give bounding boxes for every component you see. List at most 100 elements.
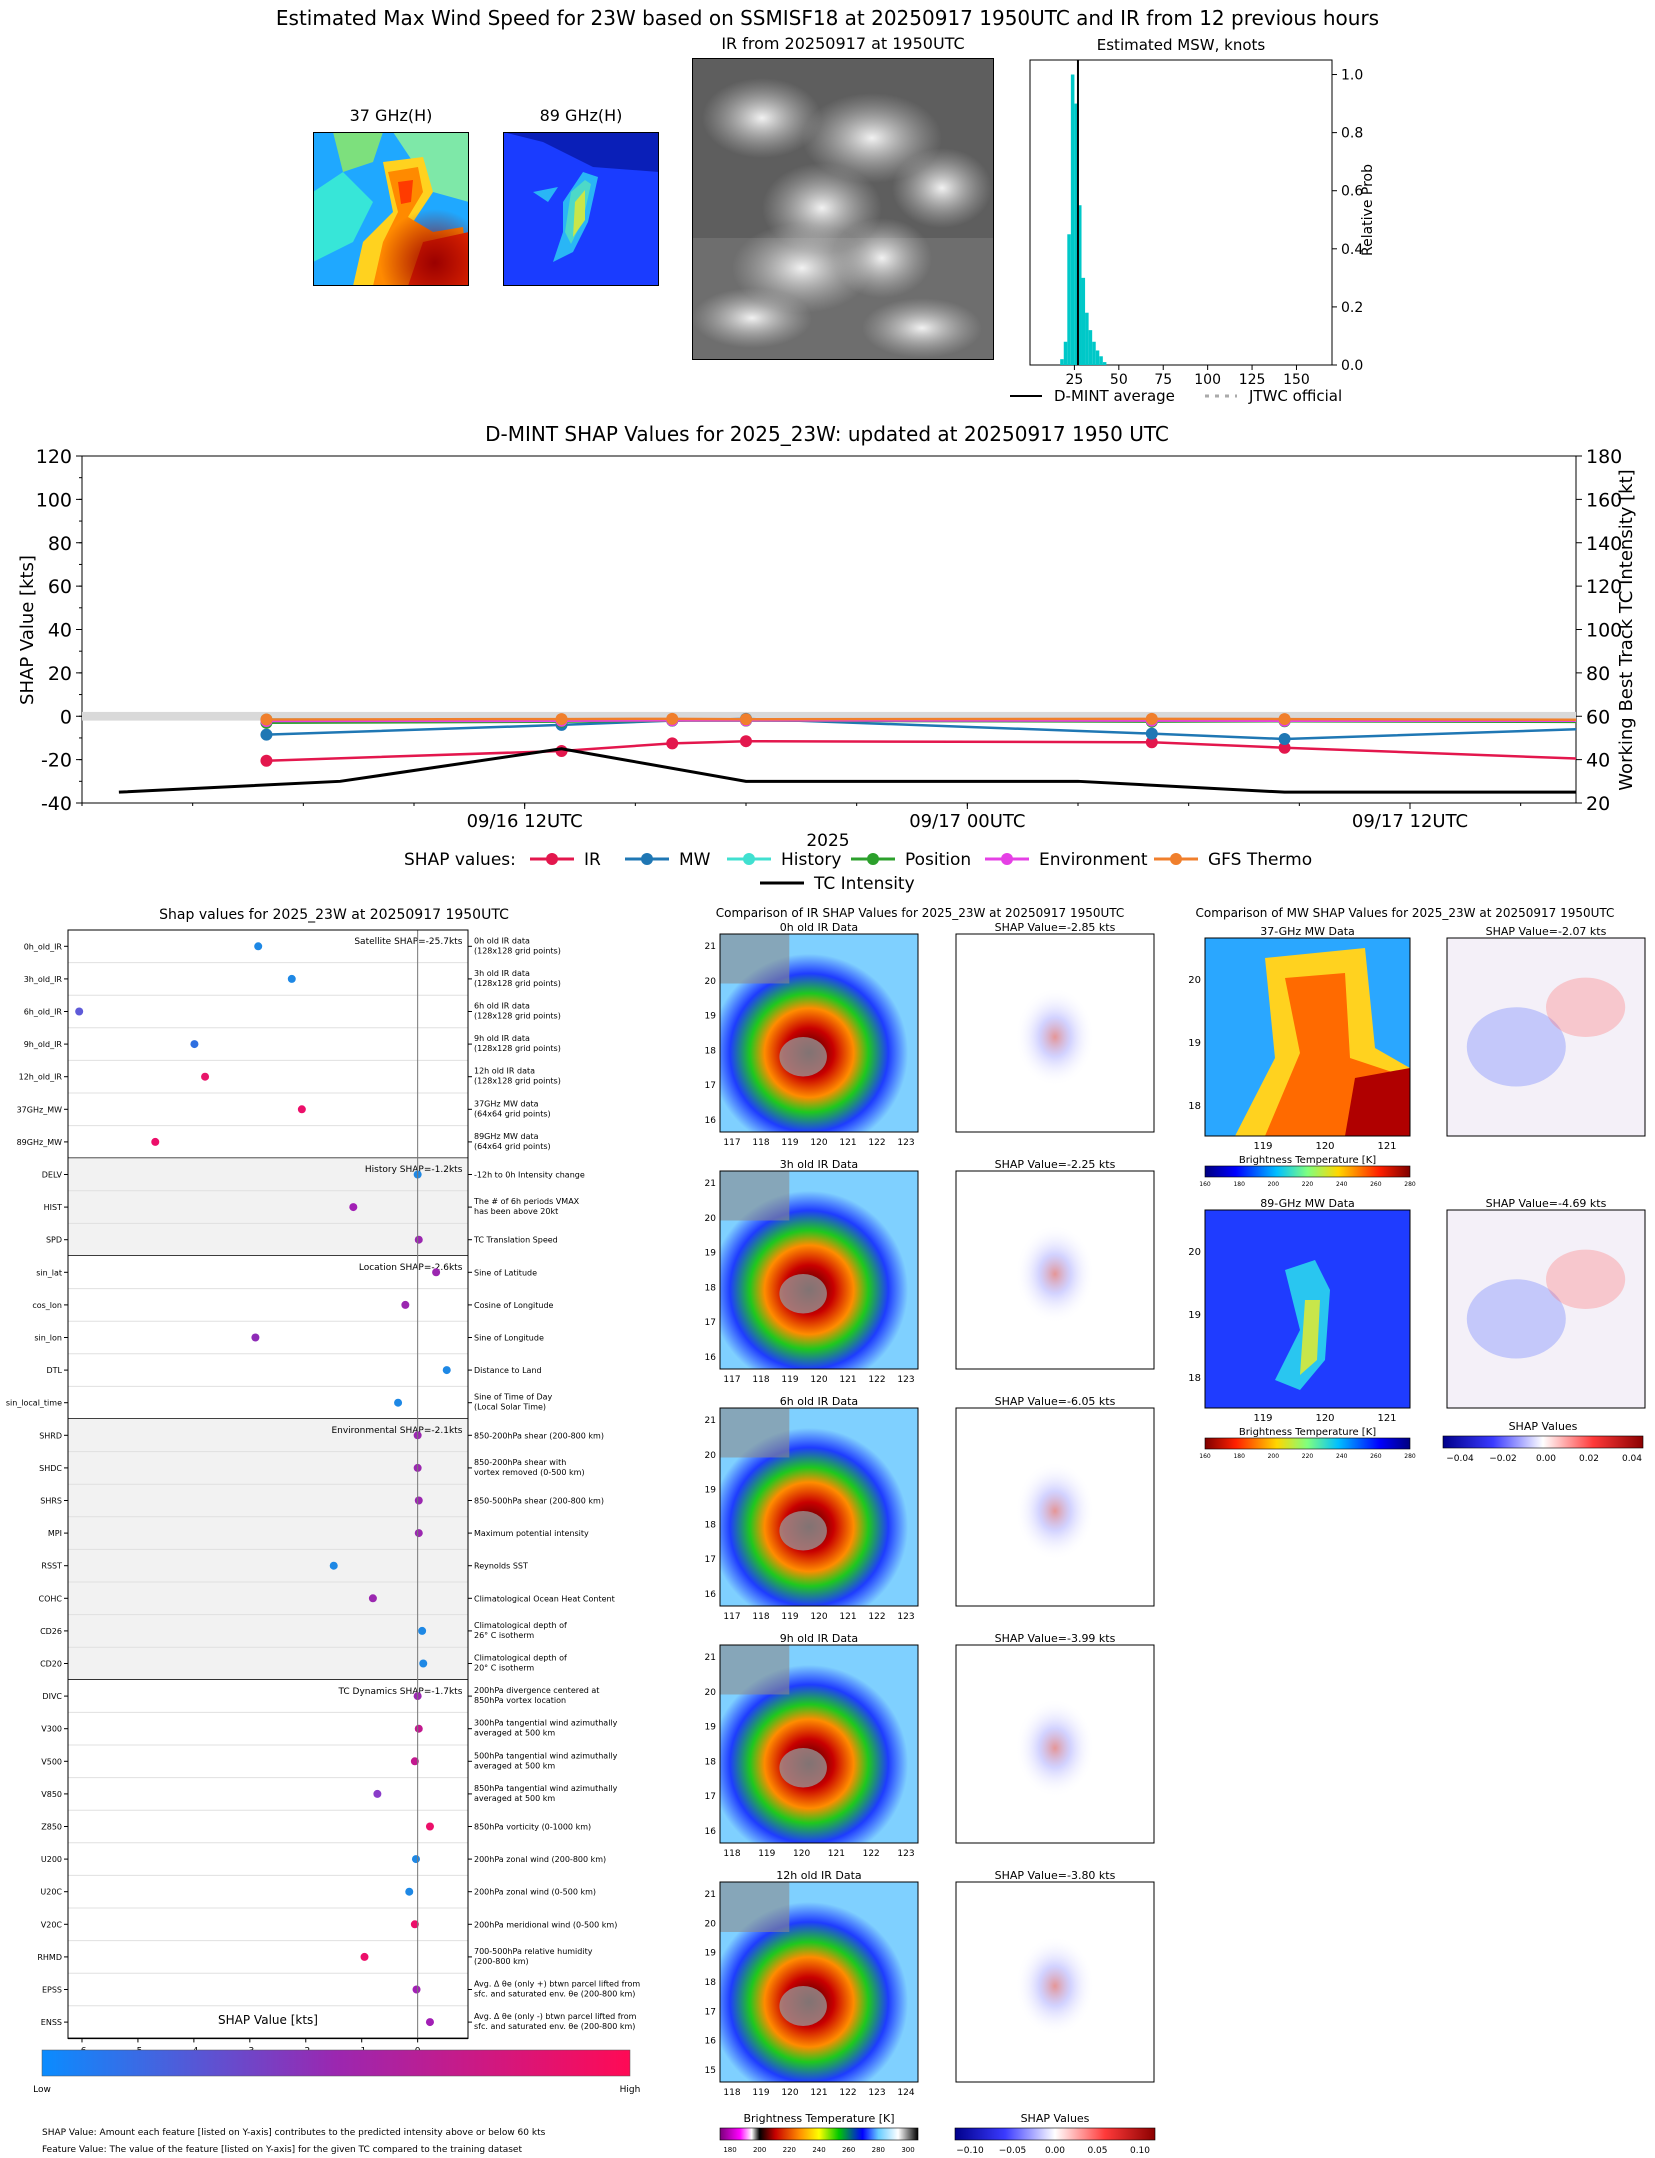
hist-ytick-label: 0.0 bbox=[1341, 358, 1363, 374]
microwave-89ghz-image bbox=[503, 132, 659, 286]
ir-panel-cold-core bbox=[779, 1510, 827, 1551]
mw-bt-cbar-label: Brightness Temperature [K] bbox=[1239, 1427, 1376, 1438]
feat-desc-label: sfc. and saturated env. θe (200-800 km) bbox=[474, 2022, 635, 2031]
feat-desc-label: Avg. Δ θe (only -) btwn parcel lifted fr… bbox=[474, 2012, 637, 2021]
feat-desc-label: Sine of Latitude bbox=[474, 1268, 537, 1277]
legend-dmint-label: D-MINT average bbox=[1054, 387, 1175, 405]
ts-zero-band bbox=[82, 711, 1576, 721]
feat-desc-label: 200hPa zonal wind (0-500 km) bbox=[474, 1888, 596, 1897]
mw-panel-hottest-area bbox=[1345, 1068, 1410, 1136]
feat-desc-label: -12h to 0h Intensity change bbox=[474, 1171, 585, 1180]
ir-panel-ytick: 20 bbox=[705, 1451, 717, 1461]
ts-ytick-label: 100 bbox=[36, 489, 72, 511]
feat-desc-label: Distance to Land bbox=[474, 1366, 542, 1375]
ts-legend-label: IR bbox=[584, 850, 601, 870]
ir-panel-xtick: 122 bbox=[868, 1138, 885, 1148]
feat-name-label: 12h_old_IR bbox=[19, 1073, 63, 1082]
colorbar-low-label: Low bbox=[33, 2085, 51, 2095]
ir-panel-xtick: 118 bbox=[723, 2088, 740, 2098]
ir-panel-xtick: 119 bbox=[781, 1138, 798, 1148]
feat-desc-label: (200-800 km) bbox=[474, 1957, 529, 1966]
mw-panel-ytick: 20 bbox=[1188, 975, 1201, 986]
feat-name-label: cos_lon bbox=[32, 1301, 62, 1310]
ts-ytick-label: 80 bbox=[48, 533, 72, 555]
ir-panel-frame bbox=[719, 1407, 919, 1607]
ir-panel-clear-area bbox=[720, 1882, 790, 1932]
ts-series-point bbox=[1145, 736, 1158, 749]
ts-plot-area bbox=[81, 455, 1577, 804]
ts-legend-label: GFS Thermo bbox=[1208, 850, 1312, 870]
ir-panel-xtick: 120 bbox=[810, 1375, 827, 1385]
feat-name-label: SHDC bbox=[39, 1464, 62, 1473]
ir-bt-colorbar-label: Brightness Temperature [K] bbox=[743, 2112, 894, 2125]
ir-panel-ytick: 18 bbox=[705, 1978, 717, 1988]
ts-ytick-label: 20 bbox=[48, 663, 72, 685]
ts-legend-title: SHAP values: bbox=[404, 850, 516, 870]
ir-panel-xtick: 117 bbox=[723, 1375, 740, 1385]
hist-bar bbox=[1085, 312, 1089, 365]
ir-panel-xtick: 121 bbox=[810, 2088, 827, 2098]
ir-panel-ytick: 18 bbox=[705, 1757, 717, 1767]
ir-bt-cbar-tick: 180 bbox=[723, 2146, 736, 2154]
feat-shap-point bbox=[411, 1855, 420, 1864]
ir-shap-panel-frame bbox=[955, 933, 1155, 1133]
feat-shap-point bbox=[394, 1398, 403, 1407]
feat-group-band bbox=[68, 1158, 468, 1256]
ir-shap-panel-frame bbox=[955, 1644, 1155, 1844]
ir-panel-ytick: 20 bbox=[705, 1214, 717, 1224]
hist-title: Estimated MSW, knots bbox=[1096, 36, 1266, 54]
mw-shap-cbar-tick: 0.04 bbox=[1622, 1454, 1642, 1464]
feat-group-label: TC Dynamics SHAP=-1.7kts bbox=[337, 1687, 462, 1697]
feat-name-label: sin_lat bbox=[36, 1268, 62, 1277]
ir-panel-ytick: 21 bbox=[705, 1416, 716, 1426]
feat-shap-point bbox=[414, 1724, 423, 1733]
feat-name-label: 89GHz_MW bbox=[17, 1138, 62, 1147]
feat-desc-label: 12h old IR data bbox=[474, 1067, 535, 1076]
feat-desc-label: Climatological depth of bbox=[474, 1654, 567, 1663]
feat-desc-label: has been above 20kt bbox=[474, 1207, 558, 1216]
feat-desc-label: 850hPa tangential wind azimuthally bbox=[474, 1784, 618, 1793]
ir-panel-cold-core bbox=[779, 1986, 827, 2026]
ir-panel-cold-core bbox=[779, 1036, 827, 1077]
feat-name-label: SPD bbox=[46, 1236, 62, 1245]
hist-bar bbox=[1060, 359, 1064, 365]
mw-shap-negative-area bbox=[1466, 1007, 1566, 1087]
ir-panel-xtick: 121 bbox=[839, 1375, 856, 1385]
feat-name-label: COHC bbox=[39, 1594, 63, 1603]
mw-bt-cbar-tick: 200 bbox=[1268, 1453, 1280, 1460]
mw-panel-ytick: 20 bbox=[1188, 1247, 1201, 1258]
ts-series-line bbox=[118, 747, 1576, 794]
feat-desc-label: 37GHz MW data bbox=[474, 1099, 539, 1108]
mw-shap-positive-area bbox=[1546, 977, 1626, 1037]
ts-ytick-label: 40 bbox=[48, 620, 72, 642]
ir-panel-clear-area bbox=[720, 934, 790, 984]
feat-desc-label: 850hPa vortex location bbox=[474, 1696, 566, 1705]
ir-shap-panel-title: SHAP Value=-2.25 kts bbox=[995, 1158, 1116, 1171]
ir-panel-ytick: 19 bbox=[705, 1249, 717, 1259]
ir-bt-cbar-tick: 220 bbox=[783, 2146, 796, 2154]
ir-image-title: IR from 20250917 at 1950UTC bbox=[721, 34, 965, 53]
feat-desc-label: 26° C isotherm bbox=[474, 1631, 534, 1640]
feat-plot-frame bbox=[67, 929, 469, 2039]
feat-group-label: Location SHAP=-2.6kts bbox=[359, 1263, 463, 1273]
feat-group-label: History SHAP=-1.2kts bbox=[365, 1165, 463, 1175]
ts-y2tick-label: 60 bbox=[1586, 706, 1610, 728]
feat-desc-label: 89GHz MW data bbox=[474, 1132, 539, 1141]
figure-title: Estimated Max Wind Speed for 23W based o… bbox=[275, 6, 1380, 30]
ts-y2tick-label: 80 bbox=[1586, 663, 1610, 685]
feat-shap-point bbox=[410, 1757, 419, 1766]
feat-xlabel: SHAP Value [kts] bbox=[218, 2013, 318, 2027]
ir-panel-ytick: 20 bbox=[705, 1919, 717, 1929]
feat-desc-label: 850-500hPa shear (200-800 km) bbox=[474, 1497, 604, 1506]
feat-desc-label: 700-500hPa relative humidity bbox=[474, 1947, 593, 1956]
ir-panel-ytick: 20 bbox=[705, 1688, 717, 1698]
hist-bar bbox=[1099, 356, 1103, 365]
hist-ytick-label: 0.4 bbox=[1341, 242, 1363, 258]
ts-ytick-label: 120 bbox=[36, 446, 72, 468]
ir-panel-xtick: 121 bbox=[839, 1138, 856, 1148]
ts-xlabel: 2025 bbox=[806, 831, 849, 851]
ir-panel-frame bbox=[719, 1170, 919, 1370]
ts-legend-label: History bbox=[781, 850, 841, 870]
mw-bt-cbar-tick: 260 bbox=[1370, 1181, 1382, 1188]
feat-desc-label: 0h old IR data bbox=[474, 936, 530, 945]
